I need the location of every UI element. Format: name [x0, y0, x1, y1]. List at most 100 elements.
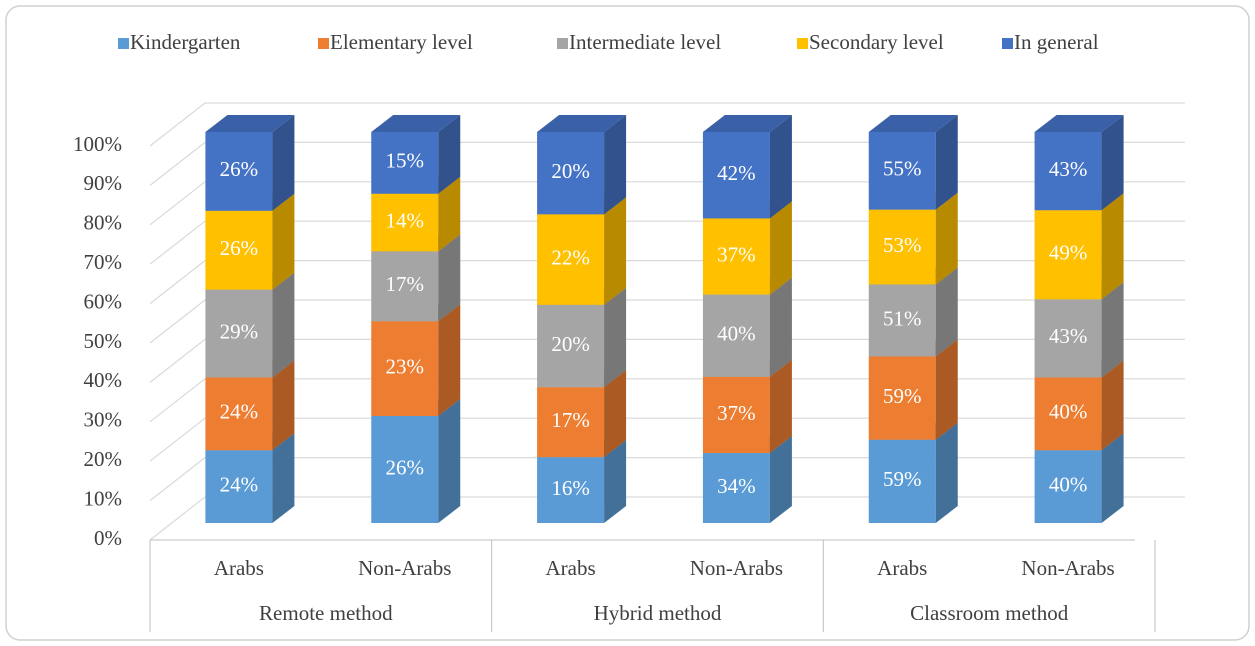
- grid-line: [149, 102, 1185, 147]
- bar-top: [868, 115, 958, 132]
- data-label: 40%: [1049, 472, 1088, 496]
- data-label: 53%: [883, 233, 922, 257]
- bar-side: [272, 433, 295, 523]
- bar-front: [868, 356, 936, 440]
- y-tick-label: 90%: [84, 171, 123, 195]
- bar-side: [935, 267, 958, 357]
- grid-line: [149, 141, 1185, 186]
- bar-side: [1101, 433, 1124, 523]
- data-label: 17%: [386, 272, 425, 296]
- data-label: 22%: [551, 245, 590, 269]
- x-tick-label: Non-Arabs: [358, 556, 451, 580]
- bar-side: [1101, 193, 1124, 300]
- legend-label: Kindergarten: [130, 30, 241, 54]
- data-label: 24%: [220, 472, 259, 496]
- y-tick-label: 60%: [84, 289, 123, 313]
- bar-front: [1034, 377, 1102, 451]
- bar-front: [702, 218, 770, 295]
- bar-side: [604, 115, 627, 215]
- bar-top: [205, 115, 295, 132]
- data-label: 17%: [551, 408, 590, 432]
- grid-line: [149, 457, 1185, 502]
- legend-label: Elementary level: [330, 30, 473, 54]
- y-tick-label: 50%: [84, 329, 123, 353]
- y-tick-label: 30%: [84, 408, 123, 432]
- bar-front: [537, 387, 605, 458]
- y-tick-label: 20%: [84, 447, 123, 471]
- bar-front: [868, 132, 936, 210]
- data-label: 20%: [551, 332, 590, 356]
- data-label: 26%: [220, 236, 259, 260]
- data-label: 29%: [220, 319, 259, 343]
- grid-line: [149, 496, 1185, 541]
- bar-segment: [205, 115, 295, 211]
- bar-side: [1101, 360, 1124, 451]
- grid-line: [149, 299, 1185, 344]
- legend-marker: [1002, 38, 1013, 49]
- y-tick-label: 100%: [73, 132, 122, 156]
- data-label: 43%: [1049, 157, 1088, 181]
- bar-side: [769, 201, 792, 295]
- bar-side: [272, 272, 295, 378]
- bar-side: [935, 422, 958, 523]
- bar-side: [438, 115, 461, 194]
- bar-front: [205, 450, 273, 523]
- bar-segment: [702, 115, 792, 219]
- bar-side: [769, 436, 792, 523]
- bar-front: [371, 415, 439, 523]
- data-label: 59%: [883, 384, 922, 408]
- bar-side: [438, 398, 461, 523]
- data-label: 26%: [220, 157, 259, 181]
- data-label: 59%: [883, 467, 922, 491]
- bar-front: [371, 193, 439, 252]
- grid-line: [149, 378, 1185, 423]
- bar-segment: [1034, 115, 1124, 211]
- bar-segment: [371, 115, 461, 194]
- bar-segment: [205, 193, 295, 290]
- bar-front: [371, 321, 439, 416]
- y-tick-label: 0%: [94, 526, 122, 550]
- bar-side: [272, 360, 295, 451]
- bar-side: [438, 176, 461, 252]
- legend-label: In general: [1014, 30, 1099, 54]
- bar-segment: [537, 115, 627, 215]
- bar-front: [702, 453, 770, 523]
- bar-side: [935, 339, 958, 440]
- y-tick-label: 70%: [84, 250, 123, 274]
- data-label: 14%: [386, 208, 425, 232]
- bar-front: [702, 376, 770, 454]
- grid-line: [149, 417, 1185, 462]
- bar-front: [537, 214, 605, 305]
- x-tick-label: Arabs: [214, 556, 264, 580]
- grid-line: [149, 220, 1185, 265]
- legend-label: Secondary level: [809, 30, 944, 54]
- group-label: Classroom method: [910, 601, 1069, 625]
- bar-front: [702, 294, 770, 377]
- data-label: 43%: [1049, 324, 1088, 348]
- bar-front: [371, 132, 439, 194]
- x-tick-label: Non-Arabs: [1021, 556, 1114, 580]
- legend-marker: [797, 38, 808, 49]
- bar-side: [438, 234, 461, 322]
- legend-marker: [557, 38, 568, 49]
- group-label: Hybrid method: [594, 601, 722, 625]
- bar-front: [537, 304, 605, 388]
- data-label: 34%: [717, 474, 756, 498]
- bar-side: [604, 197, 627, 305]
- bar-top: [702, 115, 792, 132]
- data-label: 23%: [386, 354, 425, 378]
- bar-front: [868, 209, 936, 285]
- data-label: 37%: [717, 401, 756, 425]
- bar-side: [935, 115, 958, 210]
- bar-front: [1034, 450, 1102, 523]
- bar-side: [935, 192, 958, 285]
- bar-side: [769, 115, 792, 219]
- bar-side: [604, 287, 627, 388]
- bar-front: [1034, 299, 1102, 378]
- x-tick-label: Arabs: [877, 556, 927, 580]
- bar-top: [371, 115, 461, 132]
- y-tick-label: 80%: [84, 211, 123, 235]
- grid-line: [149, 338, 1185, 383]
- legend-label: Intermediate level: [569, 30, 721, 54]
- y-tick-label: 10%: [84, 486, 123, 510]
